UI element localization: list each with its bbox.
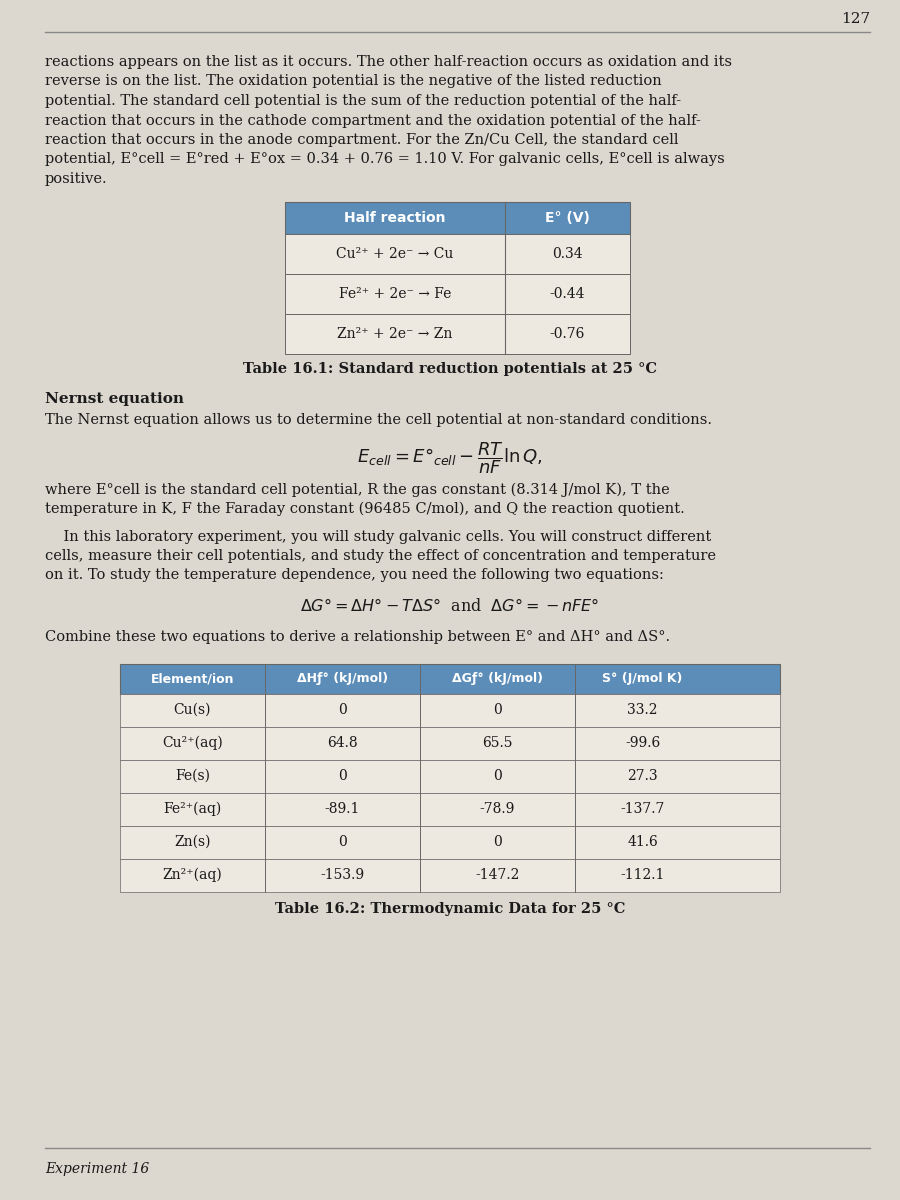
Text: -89.1: -89.1: [325, 802, 360, 816]
Text: Cu²⁺ + 2e⁻ → Cu: Cu²⁺ + 2e⁻ → Cu: [337, 246, 454, 260]
Bar: [285, 313, 630, 354]
Text: on it. To study the temperature dependence, you need the following two equations: on it. To study the temperature dependen…: [45, 569, 664, 582]
Text: potential. The standard cell potential is the sum of the reduction potential of : potential. The standard cell potential i…: [45, 94, 681, 108]
Bar: [285, 202, 630, 234]
Text: Nernst equation: Nernst equation: [45, 391, 184, 406]
Bar: [120, 726, 780, 760]
Text: potential, E°cell = E°red + E°ox = 0.34 + 0.76 = 1.10 V. For galvanic cells, E°c: potential, E°cell = E°red + E°ox = 0.34 …: [45, 152, 724, 167]
Text: 65.5: 65.5: [482, 736, 513, 750]
Text: Zn(s): Zn(s): [175, 835, 211, 850]
Text: 0: 0: [493, 835, 502, 850]
Text: 41.6: 41.6: [627, 835, 658, 850]
Text: ΔGƒ° (kJ/mol): ΔGƒ° (kJ/mol): [452, 672, 543, 685]
Text: cells, measure their cell potentials, and study the effect of concentration and : cells, measure their cell potentials, an…: [45, 550, 716, 563]
Text: 127: 127: [841, 12, 870, 26]
Bar: [285, 234, 630, 274]
Text: ΔHƒ° (kJ/mol): ΔHƒ° (kJ/mol): [297, 672, 388, 685]
Text: reverse is on the list. The oxidation potential is the negative of the listed re: reverse is on the list. The oxidation po…: [45, 74, 662, 89]
Text: reactions appears on the list as it occurs. The other half-reaction occurs as ox: reactions appears on the list as it occu…: [45, 55, 732, 68]
Text: 0: 0: [493, 769, 502, 782]
Text: temperature in K, F the Faraday constant (96485 C/mol), and Q the reaction quoti: temperature in K, F the Faraday constant…: [45, 502, 685, 516]
Text: 0: 0: [338, 835, 346, 850]
Text: -99.6: -99.6: [625, 736, 660, 750]
Text: Half reaction: Half reaction: [344, 210, 446, 224]
Text: Experiment 16: Experiment 16: [45, 1162, 149, 1176]
Text: reaction that occurs in the cathode compartment and the oxidation potential of t: reaction that occurs in the cathode comp…: [45, 114, 701, 127]
Text: 0: 0: [338, 769, 346, 782]
Text: Zn²⁺(aq): Zn²⁺(aq): [163, 868, 222, 882]
Text: The Nernst equation allows us to determine the cell potential at non-standard co: The Nernst equation allows us to determi…: [45, 413, 712, 427]
Text: positive.: positive.: [45, 172, 108, 186]
Text: -112.1: -112.1: [620, 868, 665, 882]
Text: Fe²⁺(aq): Fe²⁺(aq): [164, 802, 221, 816]
Text: 33.2: 33.2: [627, 703, 658, 716]
Text: -78.9: -78.9: [480, 802, 515, 816]
Text: -137.7: -137.7: [620, 802, 665, 816]
Text: 27.3: 27.3: [627, 769, 658, 782]
Bar: [120, 760, 780, 792]
Bar: [120, 694, 780, 726]
Text: -147.2: -147.2: [475, 868, 519, 882]
Bar: [285, 274, 630, 313]
Text: Zn²⁺ + 2e⁻ → Zn: Zn²⁺ + 2e⁻ → Zn: [338, 326, 453, 341]
Text: Table 16.2: Thermodynamic Data for 25 °C: Table 16.2: Thermodynamic Data for 25 °C: [274, 901, 626, 916]
Text: Fe²⁺ + 2e⁻ → Fe: Fe²⁺ + 2e⁻ → Fe: [338, 287, 451, 300]
Text: -0.76: -0.76: [550, 326, 585, 341]
Text: Element/ion: Element/ion: [151, 672, 234, 685]
Text: Table 16.1: Standard reduction potentials at 25 °C: Table 16.1: Standard reduction potential…: [243, 361, 657, 376]
Text: where E°cell is the standard cell potential, R the gas constant (8.314 J/mol K),: where E°cell is the standard cell potent…: [45, 482, 670, 497]
Text: In this laboratory experiment, you will study galvanic cells. You will construct: In this laboratory experiment, you will …: [45, 529, 711, 544]
Text: Combine these two equations to derive a relationship between E° and ΔH° and ΔS°.: Combine these two equations to derive a …: [45, 630, 670, 644]
Text: S° (J/mol K): S° (J/mol K): [602, 672, 683, 685]
Text: -153.9: -153.9: [320, 868, 364, 882]
Text: Cu(s): Cu(s): [174, 703, 212, 716]
Bar: [120, 664, 780, 694]
Text: $E_{cell} = E°_{cell} - \dfrac{RT}{nF}\ln Q,$: $E_{cell} = E°_{cell} - \dfrac{RT}{nF}\l…: [357, 440, 543, 476]
Text: 64.8: 64.8: [328, 736, 358, 750]
Text: Fe(s): Fe(s): [175, 769, 210, 782]
Text: reaction that occurs in the anode compartment. For the Zn/Cu Cell, the standard : reaction that occurs in the anode compar…: [45, 133, 679, 146]
Bar: [120, 826, 780, 858]
Bar: [120, 792, 780, 826]
Text: 0: 0: [493, 703, 502, 716]
Text: Cu²⁺(aq): Cu²⁺(aq): [162, 736, 223, 750]
Bar: [120, 858, 780, 892]
Text: 0: 0: [338, 703, 346, 716]
Text: 0.34: 0.34: [553, 246, 583, 260]
Text: $\Delta G° = \Delta H° - T\Delta S°$  and  $\Delta G° = -nFE°$: $\Delta G° = \Delta H° - T\Delta S°$ and…: [301, 598, 599, 614]
Text: -0.44: -0.44: [550, 287, 585, 300]
Text: E° (V): E° (V): [545, 210, 590, 224]
